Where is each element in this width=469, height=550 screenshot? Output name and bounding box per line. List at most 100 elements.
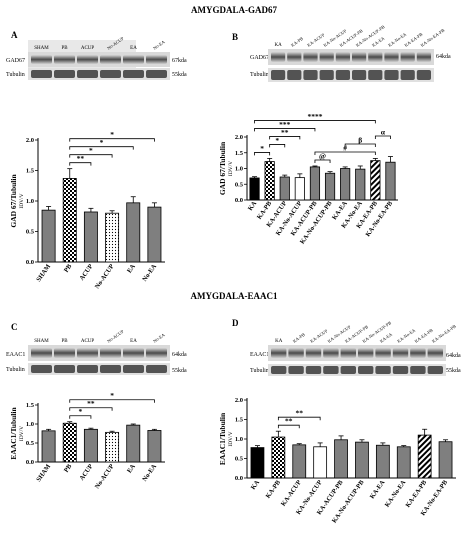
- panel-letter-c: C: [11, 322, 18, 332]
- blot-row-label-tubulin: Tubulin: [6, 367, 25, 373]
- significance-label: #: [343, 143, 347, 152]
- bar: [41, 209, 56, 263]
- y-tick-label: 1.5: [26, 402, 35, 409]
- significance-bracket: [254, 128, 316, 132]
- blot-band: [323, 348, 339, 358]
- blot-band: [400, 70, 415, 80]
- significance-bracket: [69, 138, 155, 142]
- significance-label: β: [358, 135, 362, 144]
- blot-lane-label: No-ACUP: [106, 329, 125, 344]
- y-tick-label: 1.0: [235, 436, 243, 443]
- blot-lane-label: KA-No-EA-PB: [431, 324, 457, 344]
- blot-band: [427, 348, 443, 358]
- panel-letter-a: A: [11, 30, 18, 40]
- significance-bracket: [69, 146, 134, 150]
- bar: [292, 444, 307, 479]
- y-tick-label: 0.5: [235, 181, 244, 188]
- bar: [62, 178, 77, 263]
- x-tick-label: No-EA: [141, 263, 158, 283]
- significance-label: *: [110, 391, 114, 400]
- bar: [396, 446, 411, 479]
- blot-band: [340, 366, 356, 374]
- significance-bracket: [344, 143, 376, 147]
- bar-chart-d: 0.0 0.5 1.0 1.5 2.0 EAAC1/Tubulin IDV/V KA KA-PB…: [218, 397, 456, 525]
- blot-band: [287, 70, 302, 80]
- blot-lane-label: No-EA: [152, 39, 166, 51]
- significance-bracket: [69, 399, 155, 403]
- blot-lane-label: KA-EA-PB: [414, 328, 434, 344]
- significance-bracket: [374, 135, 391, 139]
- bar: [313, 446, 328, 479]
- significance-bracket: [269, 144, 286, 148]
- blot-band: [31, 55, 52, 64]
- blot-image-c: EAAC1 Tubulin 64kda 55kda SHAM PB ACUP No-A…: [6, 329, 187, 375]
- y-tick-label: 0.5: [235, 456, 244, 463]
- blot-band: [400, 52, 415, 62]
- blot-lane-label: KA-PB: [290, 36, 304, 48]
- y-tick-label: 0.5: [26, 440, 35, 447]
- significance-bracket: [277, 416, 321, 421]
- bar: [264, 161, 275, 201]
- bar: [438, 441, 453, 479]
- blot-band: [288, 366, 304, 374]
- x-tick-label: SHAM: [35, 263, 52, 283]
- y-axis-label: EAAC1/Tubulin: [218, 412, 227, 465]
- blot-band: [77, 365, 98, 373]
- significance-bracket: [269, 136, 301, 140]
- blot-band: [271, 366, 287, 374]
- x-tick-label: KA: [247, 200, 259, 212]
- blot-band: [340, 348, 356, 358]
- bar: [126, 424, 141, 463]
- bar: [105, 212, 120, 263]
- blot-band: [335, 70, 350, 80]
- x-tick-label: EA: [126, 263, 137, 275]
- bar: [147, 206, 162, 263]
- blot-kda-label: 67kda: [172, 58, 187, 64]
- y-tick-label: 1.5: [235, 150, 244, 157]
- blot-lane-label: PB: [61, 339, 68, 344]
- significance-label: *: [110, 130, 114, 139]
- bar: [83, 428, 98, 463]
- bar: [417, 434, 432, 479]
- blot-band: [352, 70, 367, 80]
- bar: [250, 447, 265, 479]
- blot-band: [384, 52, 399, 62]
- y-tick-label: 1.0: [235, 166, 243, 173]
- bar: [385, 161, 396, 201]
- blot-row-label-gad67: GAD67: [250, 55, 269, 61]
- y-tick-label: 2.0: [235, 397, 243, 404]
- x-tick-label: No-ACUP: [94, 463, 116, 490]
- significance-label: *: [78, 407, 82, 416]
- blot-band: [123, 70, 144, 78]
- blot-lane-label: No-EA: [152, 332, 166, 344]
- bar: [355, 441, 369, 479]
- bar: [340, 168, 351, 201]
- blot-band: [384, 70, 399, 80]
- blot-band: [271, 70, 286, 80]
- bar: [105, 431, 120, 463]
- blot-kda-label: 55kda: [172, 72, 187, 78]
- blot-band: [375, 348, 391, 358]
- bar: [41, 430, 56, 463]
- blot-band: [288, 348, 304, 358]
- blot-row-label-gad67: GAD67: [6, 58, 25, 64]
- x-tick-label: KA-EA: [369, 479, 387, 500]
- significance-bracket: [254, 120, 376, 124]
- blot-band: [123, 365, 144, 373]
- significance-bracket: [69, 407, 113, 411]
- y-tick-label: 1.0: [26, 421, 34, 428]
- significance-bracket: [314, 159, 331, 163]
- x-tick-label: No-ACUP: [94, 263, 116, 290]
- blot-band: [368, 52, 383, 62]
- y-tick-label: 1.5: [26, 168, 35, 175]
- blot-band: [54, 70, 75, 78]
- bar: [334, 439, 348, 479]
- y-tick-label: 0.0: [26, 459, 34, 466]
- blot-band: [427, 366, 443, 374]
- x-tick-label: PB: [63, 463, 74, 474]
- blot-lane-label: KA: [274, 43, 282, 48]
- blot-band: [410, 366, 426, 374]
- y-axis-label-unit: IDV/V: [19, 426, 25, 441]
- y-axis-label-unit: IDV/V: [19, 193, 25, 208]
